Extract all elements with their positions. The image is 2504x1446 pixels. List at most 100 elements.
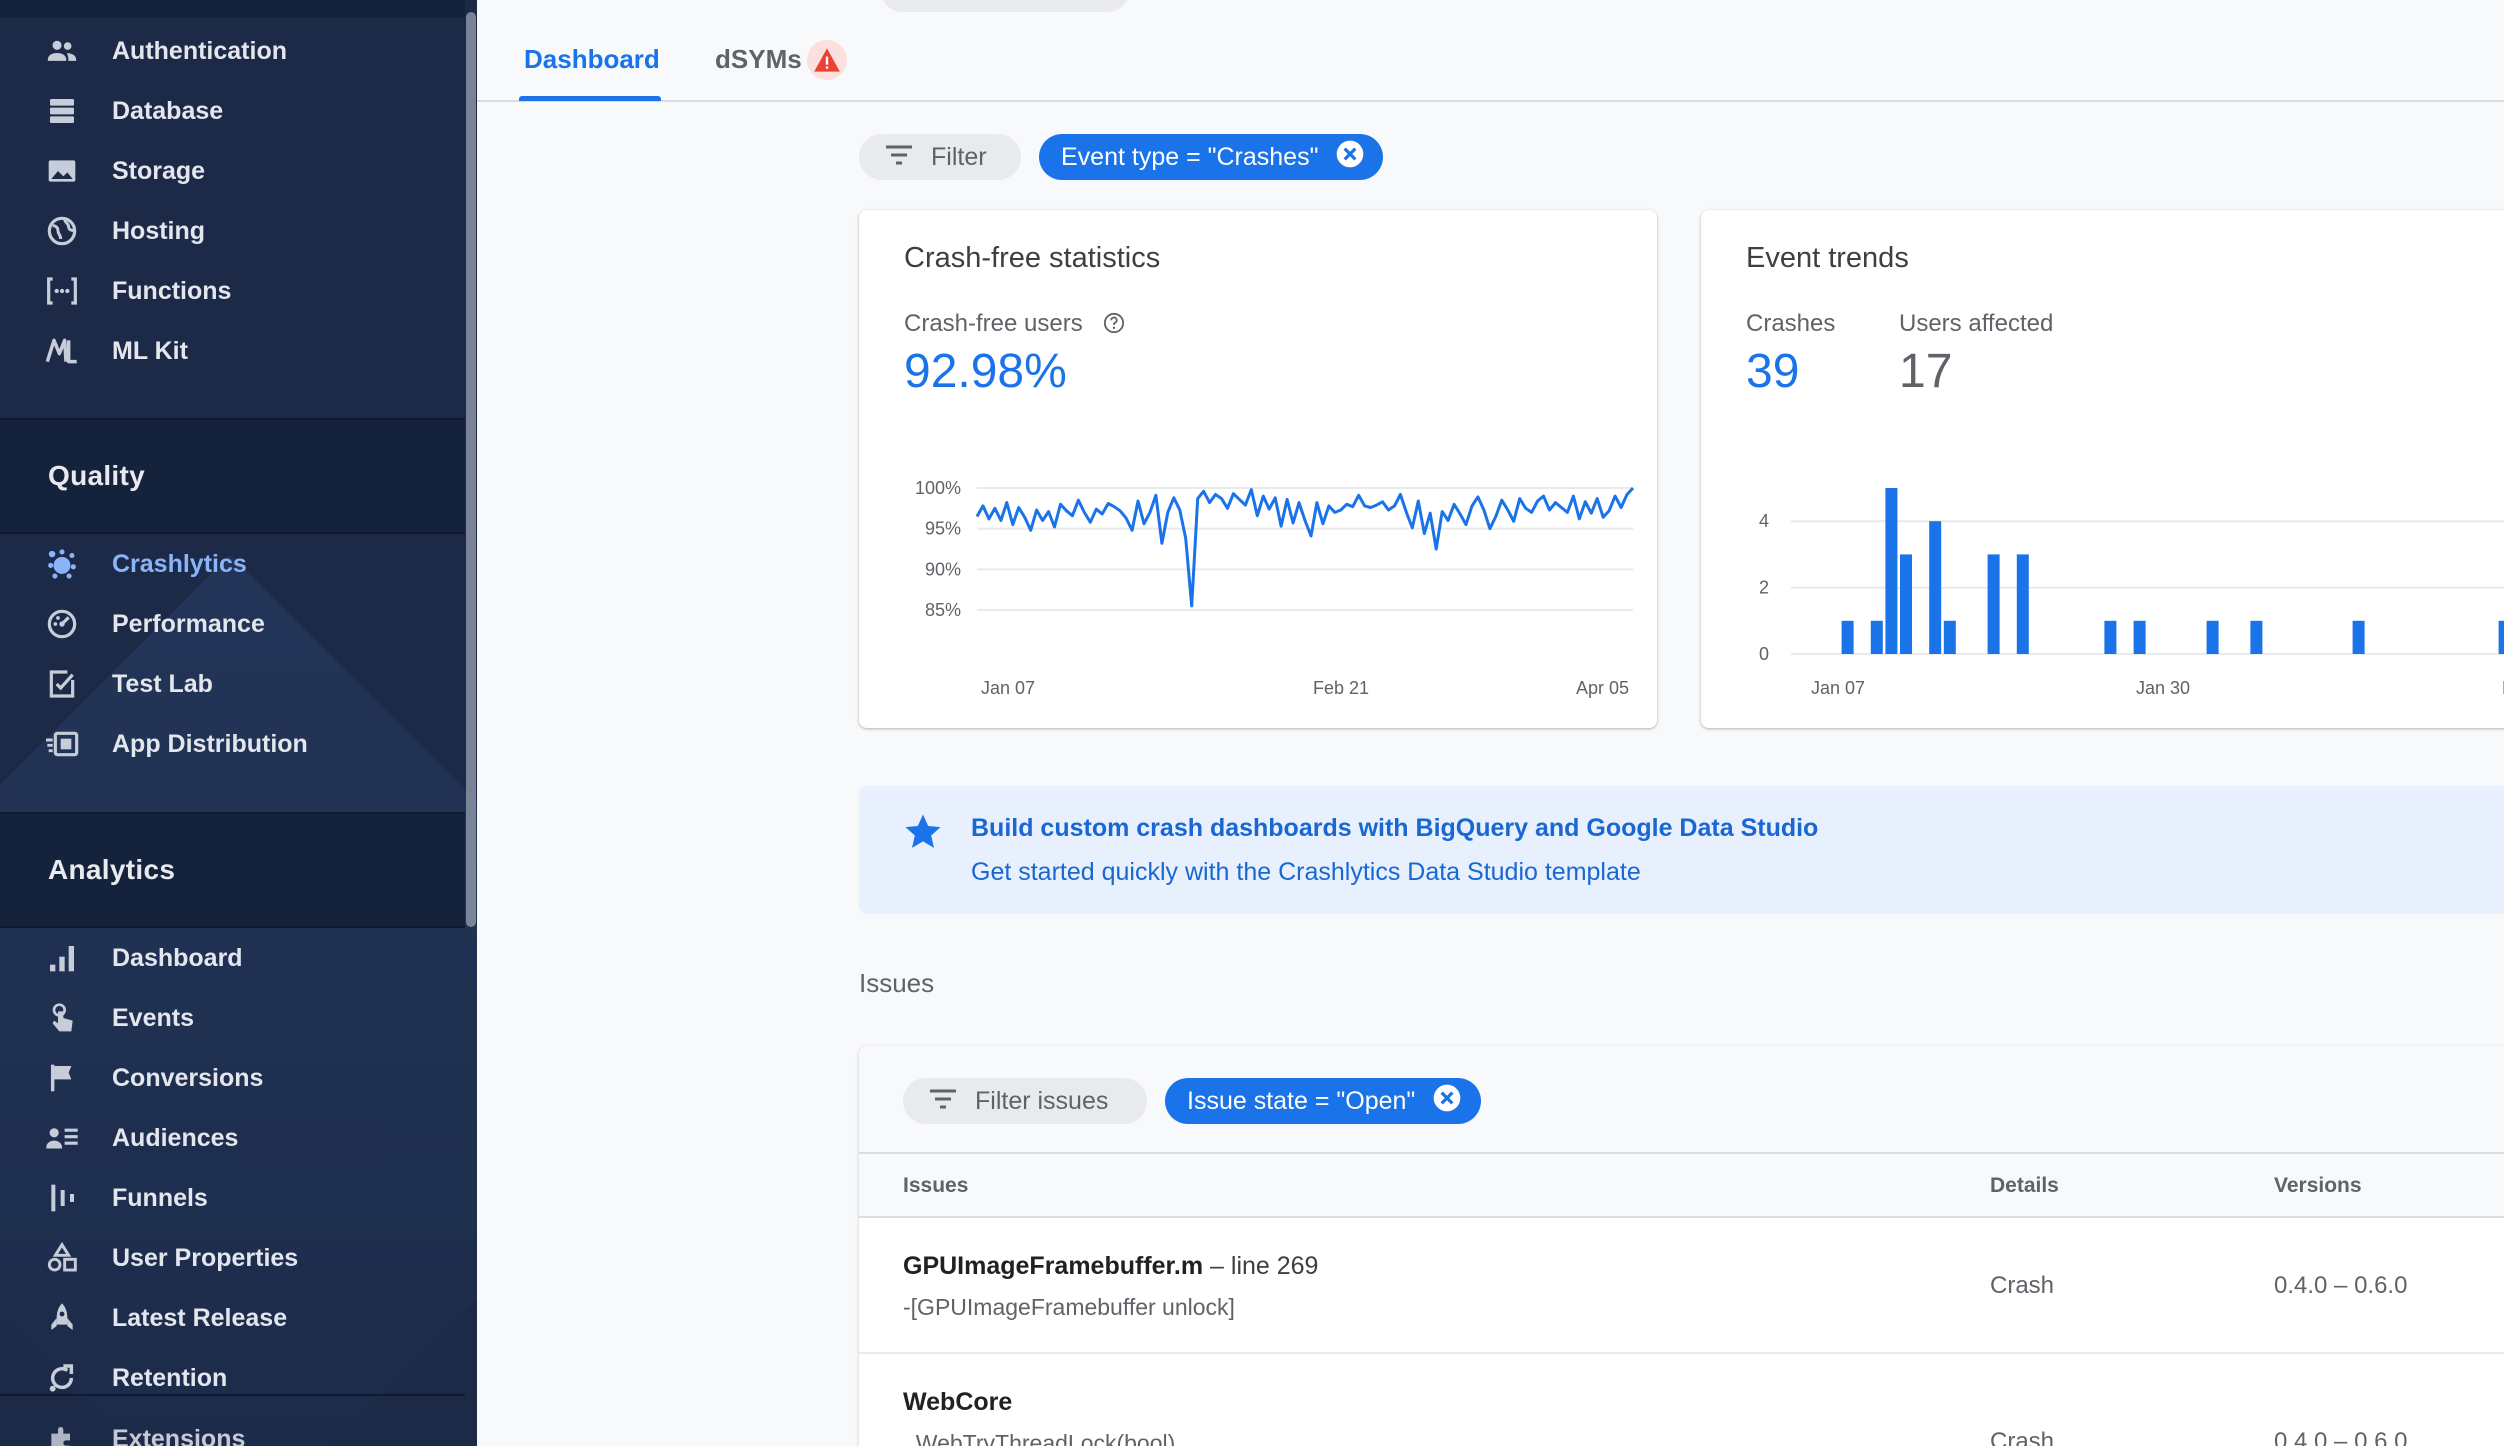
sidebar-scrollbar[interactable] — [466, 12, 476, 927]
issue-versions: 0.4.0 – 0.6.0 — [2274, 1272, 2408, 1299]
sidebar-item-functions[interactable]: Functions — [0, 262, 465, 320]
x-tick-label: Jan 07 — [1811, 678, 1865, 698]
sidebar-item-authentication[interactable]: Authentication — [0, 22, 465, 80]
sidebar-item-ml-kit[interactable]: ML Kit — [0, 322, 465, 380]
column-header-details[interactable]: Details — [1990, 1174, 2059, 1197]
shapes-icon — [44, 1240, 80, 1276]
table-row[interactable]: GPUImageFramebuffer.m – line 269 -[GPUIm… — [859, 1218, 2504, 1354]
x-tick-label: Jan 07 — [981, 678, 1035, 698]
quality-section-header[interactable]: Quality — [0, 418, 465, 534]
sidebar-item-label: Functions — [112, 276, 232, 305]
users-affected-label: Users affected — [1899, 310, 2054, 337]
sidebar-item-retention[interactable]: Retention — [0, 1349, 465, 1407]
sidebar-item-funnels[interactable]: Funnels — [0, 1169, 465, 1227]
sidebar-item-label: Funnels — [112, 1183, 208, 1212]
tab-bar: Dashboard dSYMs — [477, 0, 2504, 102]
event-bar — [1900, 554, 1912, 654]
sidebar-item-database[interactable]: Database — [0, 82, 465, 140]
globe-icon — [44, 213, 80, 249]
x-tick-label: Apr 05 — [1576, 678, 1629, 698]
issues-heading: Issues — [859, 968, 935, 998]
table-row[interactable]: WebCore _WebTryThreadLock(bool) Crash 0.… — [859, 1354, 2504, 1446]
sidebar-item-dashboard[interactable]: Dashboard — [0, 929, 465, 987]
app-distribution-icon — [44, 726, 80, 762]
bigquery-banner[interactable]: Build custom crash dashboards with BigQu… — [859, 786, 2504, 914]
sidebar-item-label: Dashboard — [112, 943, 243, 972]
retention-icon — [44, 1360, 80, 1396]
event-bar — [1841, 620, 1854, 654]
event-bar — [2133, 620, 2146, 654]
sidebar-item-performance[interactable]: Performance — [0, 595, 465, 653]
star-icon — [903, 812, 943, 857]
card-title: Event trends — [1746, 242, 1909, 274]
active-tab-indicator — [519, 96, 661, 101]
issue-file: WebCore — [903, 1388, 1013, 1416]
crashes-value: 39 — [1746, 345, 1800, 398]
x-tick-label: Jan 30 — [2136, 678, 2190, 698]
remove-filter-icon[interactable] — [1334, 138, 1366, 177]
sidebar-top-edge — [0, 0, 465, 18]
app-selector-chip[interactable] — [880, 0, 1130, 12]
sidebar-item-hosting[interactable]: Hosting — [0, 202, 465, 260]
people-icon — [44, 33, 80, 69]
crash-free-users-label: Crash-free users — [904, 310, 1083, 337]
y-tick-label: 100% — [915, 478, 961, 498]
sidebar-item-crashlytics[interactable]: Crashlytics — [0, 535, 465, 593]
sidebar-item-events[interactable]: Events — [0, 989, 465, 1047]
x-tick-label: Feb — [2502, 678, 2504, 698]
filter-icon — [885, 143, 913, 172]
sidebar-item-label: Audiences — [112, 1123, 239, 1152]
storage-icon — [44, 153, 80, 189]
sidebar-item-conversions[interactable]: Conversions — [0, 1049, 465, 1107]
banner-title[interactable]: Build custom crash dashboards with BigQu… — [971, 814, 1819, 842]
sidebar-item-label: Database — [112, 96, 224, 125]
issue-title[interactable]: WebCore — [903, 1388, 1012, 1417]
analytics-section-header[interactable]: Analytics — [0, 812, 465, 928]
sidebar-item-label: Extensions — [112, 1424, 246, 1446]
sidebar-item-audiences[interactable]: Audiences — [0, 1109, 465, 1167]
remove-filter-icon[interactable] — [1431, 1082, 1463, 1121]
issue-details: Crash — [1990, 1272, 2055, 1299]
column-header-issues[interactable]: Issues — [903, 1174, 969, 1197]
event-type-filter-chip[interactable]: Event type = "Crashes" — [1039, 134, 1383, 180]
crashlytics-icon — [44, 546, 80, 582]
event-type-chip-label: Event type = "Crashes" — [1061, 142, 1319, 171]
event-bar — [2498, 620, 2504, 654]
event-bar — [2352, 620, 2365, 654]
sidebar-item-app-distribution[interactable]: App Distribution — [0, 715, 465, 773]
issue-method: -[GPUImageFramebuffer unlock] — [903, 1294, 1235, 1320]
event-bar — [1987, 554, 2000, 654]
crash-free-users-value: 92.98% — [904, 345, 1067, 398]
sidebar-item-label: Storage — [112, 156, 206, 185]
sidebar-item-test-lab[interactable]: Test Lab — [0, 655, 465, 713]
event-bar — [1870, 620, 1883, 654]
sidebar-item-latest-release[interactable]: Latest Release — [0, 1289, 465, 1347]
y-tick-label: 4 — [1759, 511, 1769, 531]
filter-button[interactable]: Filter — [859, 134, 1021, 180]
crash-free-series-line — [975, 486, 1635, 608]
event-bar — [1885, 488, 1898, 654]
issue-state-filter-chip[interactable]: Issue state = "Open" — [1165, 1078, 1481, 1124]
sidebar-item-extensions[interactable]: Extensions — [0, 1410, 465, 1446]
users-affected-value: 17 — [1899, 345, 1953, 398]
tab-dsyms[interactable]: dSYMs — [715, 44, 802, 74]
tab-dashboard[interactable]: Dashboard — [524, 44, 660, 74]
issue-file: GPUImageFramebuffer.m — [903, 1252, 1204, 1280]
analytics-section-title: Analytics — [48, 854, 176, 885]
y-tick-label: 0 — [1759, 644, 1769, 664]
issue-state-chip-label: Issue state = "Open" — [1187, 1086, 1416, 1115]
sidebar-item-label: Events — [112, 1003, 194, 1032]
y-tick-label: 90% — [925, 559, 961, 579]
issues-filter-row: Filter issues Issue state = "Open" — [859, 1046, 2504, 1154]
table-header: Issues Details Versions — [859, 1154, 2504, 1218]
event-bar — [2016, 554, 2029, 654]
sidebar-item-storage[interactable]: Storage — [0, 142, 465, 200]
sidebar-item-user-properties[interactable]: User Properties — [0, 1229, 465, 1287]
filter-issues-button[interactable]: Filter issues — [903, 1078, 1147, 1124]
column-header-versions[interactable]: Versions — [2274, 1174, 2362, 1197]
issue-details: Crash — [1990, 1428, 2055, 1446]
help-icon[interactable] — [1103, 312, 1125, 339]
banner-link[interactable]: Get started quickly with the Crashlytics… — [971, 858, 1641, 886]
event-bar — [2250, 620, 2263, 654]
issue-title[interactable]: GPUImageFramebuffer.m – line 269 — [903, 1252, 1318, 1281]
